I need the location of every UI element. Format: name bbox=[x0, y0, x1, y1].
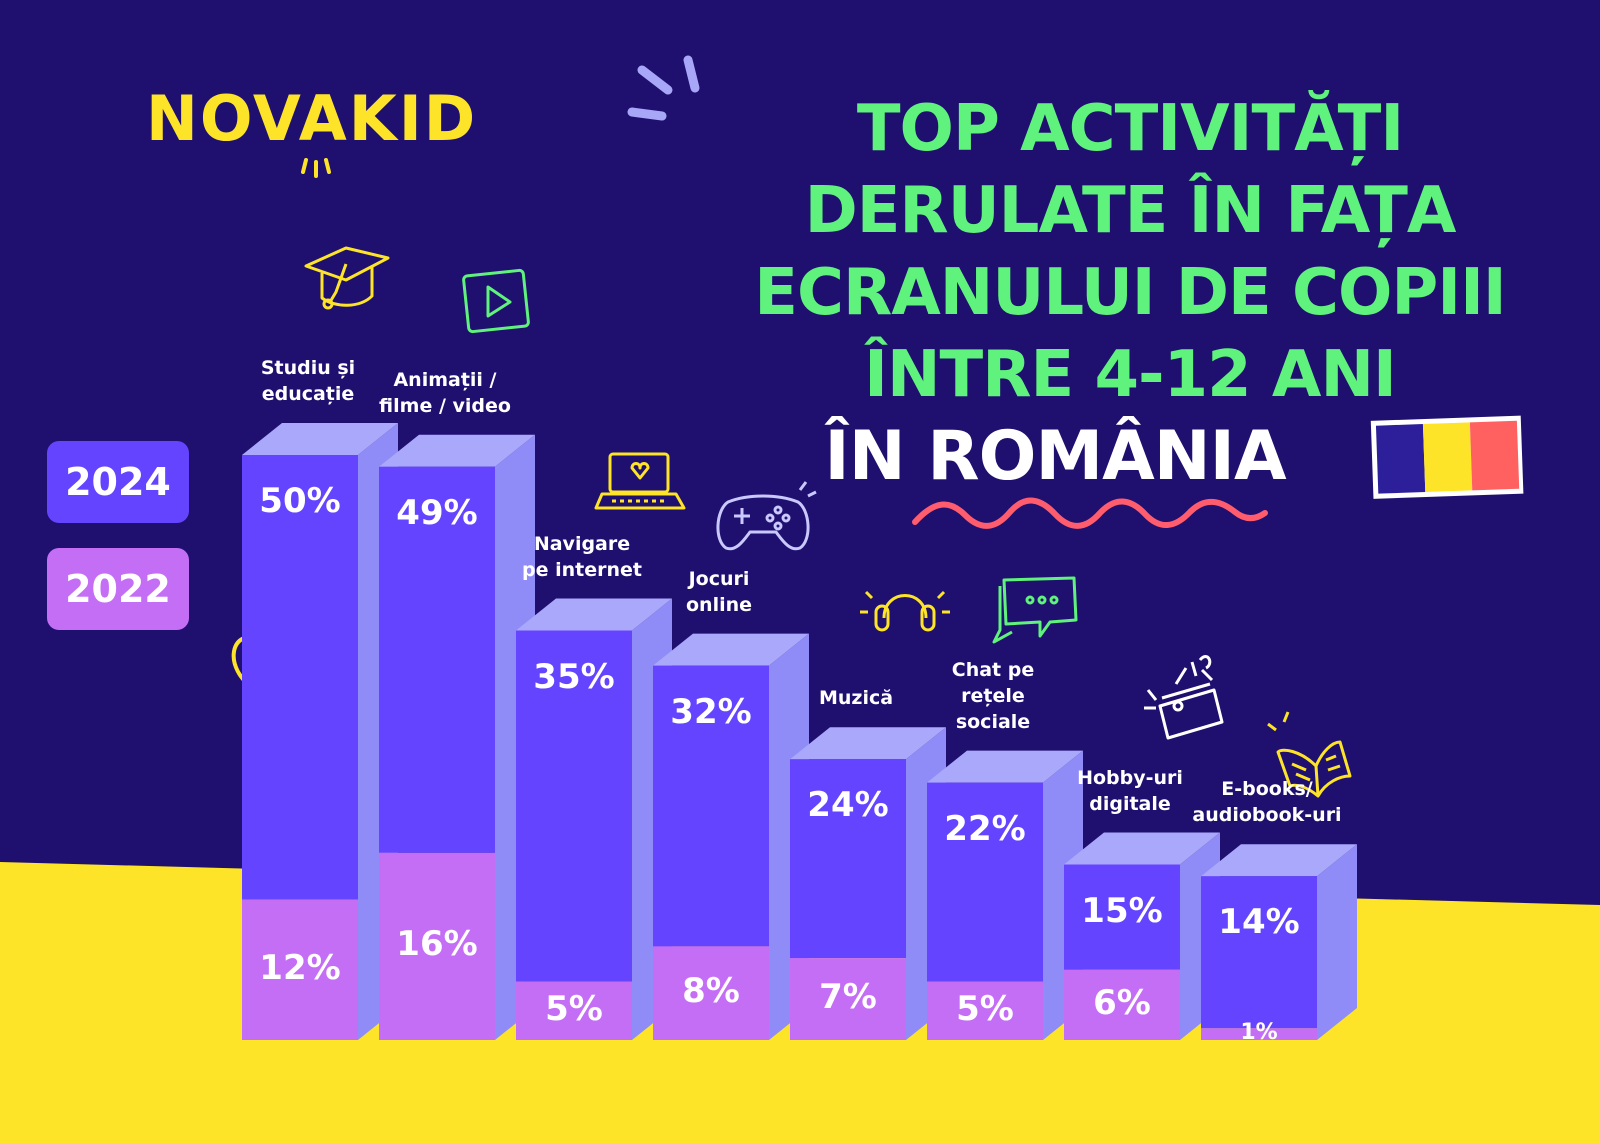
squiggle-underline bbox=[912, 497, 1268, 529]
value-label-2024: 22% bbox=[944, 808, 1026, 849]
legend-2024: 2024 bbox=[47, 441, 189, 523]
bar-2022 bbox=[1064, 969, 1180, 1040]
bar-top bbox=[1201, 844, 1357, 877]
bar-group bbox=[379, 434, 535, 1040]
value-label-2024: 15% bbox=[1081, 890, 1163, 931]
category-label: Studiu și educație bbox=[260, 357, 356, 405]
sparkle-icon bbox=[627, 55, 700, 121]
play-video-icon bbox=[462, 268, 530, 334]
category-label: Jocuri online bbox=[685, 567, 753, 616]
bar-top bbox=[790, 727, 946, 760]
value-label-2024: 14% bbox=[1218, 902, 1300, 943]
page-title: TOP ACTIVITĂȚI DERULATE ÎN FAȚA ECRANULU… bbox=[690, 88, 1570, 498]
bar-2024 bbox=[653, 665, 769, 947]
bar-group bbox=[1201, 844, 1357, 1040]
title-line-4: ÎNTRE 4-12 ANI bbox=[864, 338, 1397, 412]
value-label-2022: 6% bbox=[1093, 982, 1151, 1023]
legend-2022: 2022 bbox=[47, 548, 189, 630]
bar-group bbox=[927, 750, 1083, 1040]
graduation-cap-icon bbox=[304, 246, 390, 310]
open-book-icon bbox=[1267, 711, 1352, 798]
bar-top bbox=[1064, 832, 1220, 865]
bar-top bbox=[379, 434, 535, 467]
value-label-2022: 16% bbox=[396, 924, 478, 965]
bar-group bbox=[242, 423, 398, 1040]
category-label: Animații / filme / video bbox=[379, 368, 511, 417]
bar-2024 bbox=[242, 455, 358, 900]
category-label: Navigare pe internet bbox=[522, 532, 642, 581]
title-line-3: ECRANULUI DE COPIII bbox=[754, 256, 1506, 330]
value-label-2022: 5% bbox=[545, 988, 603, 1029]
laptop-icon bbox=[594, 452, 686, 510]
value-label-2022: 12% bbox=[259, 947, 341, 988]
rocket-flame-icon bbox=[301, 158, 331, 178]
category-label: E-books/ audiobook-uri bbox=[1192, 778, 1342, 827]
bar-2024 bbox=[516, 630, 632, 982]
title-line-2: DERULATE ÎN FAȚA bbox=[804, 174, 1457, 248]
bar-2024 bbox=[1201, 876, 1317, 1029]
bar-2024 bbox=[927, 782, 1043, 982]
bar-2024 bbox=[1064, 864, 1180, 970]
bar-top bbox=[653, 633, 809, 666]
value-label-2024: 49% bbox=[396, 492, 478, 533]
value-label-2022: 1% bbox=[1240, 1020, 1278, 1046]
value-label-2024: 50% bbox=[259, 481, 341, 521]
bar-2022 bbox=[1201, 1028, 1317, 1040]
value-label-2022: 8% bbox=[682, 971, 740, 1012]
romania-flag-icon bbox=[1370, 415, 1524, 499]
bar-2022 bbox=[516, 981, 632, 1040]
bar-top bbox=[927, 750, 1083, 783]
gamepad-icon bbox=[716, 481, 817, 551]
category-label: Chat pe rețele sociale bbox=[951, 658, 1035, 733]
value-label-2024: 35% bbox=[533, 656, 615, 697]
bar-2022 bbox=[927, 981, 1043, 1040]
bar-side bbox=[1317, 844, 1357, 1040]
bar-2024 bbox=[790, 759, 906, 959]
bar-top bbox=[242, 423, 398, 455]
bar-2022 bbox=[242, 899, 358, 1040]
bar-2022 bbox=[379, 852, 495, 1040]
title-line-5: ÎN ROMÂNIA bbox=[824, 417, 1286, 496]
chat-bubbles-icon bbox=[992, 576, 1078, 644]
bar-2022 bbox=[790, 958, 906, 1040]
value-label-2024: 32% bbox=[670, 691, 752, 732]
value-label-2022: 5% bbox=[956, 988, 1014, 1029]
bar-2022 bbox=[653, 946, 769, 1040]
headphones-icon bbox=[860, 590, 950, 632]
hobby-box-icon bbox=[1144, 655, 1224, 740]
value-label-2022: 7% bbox=[819, 977, 877, 1018]
title-line-1: TOP ACTIVITĂȚI bbox=[856, 92, 1404, 166]
bar-2024 bbox=[379, 466, 495, 853]
novakid-logo: NOVAKID bbox=[146, 82, 478, 155]
value-label-2024: 24% bbox=[807, 785, 889, 826]
category-label: Hobby-uri digitale bbox=[1077, 766, 1183, 815]
bar-top bbox=[516, 598, 672, 631]
category-label: Muzică bbox=[818, 687, 894, 710]
